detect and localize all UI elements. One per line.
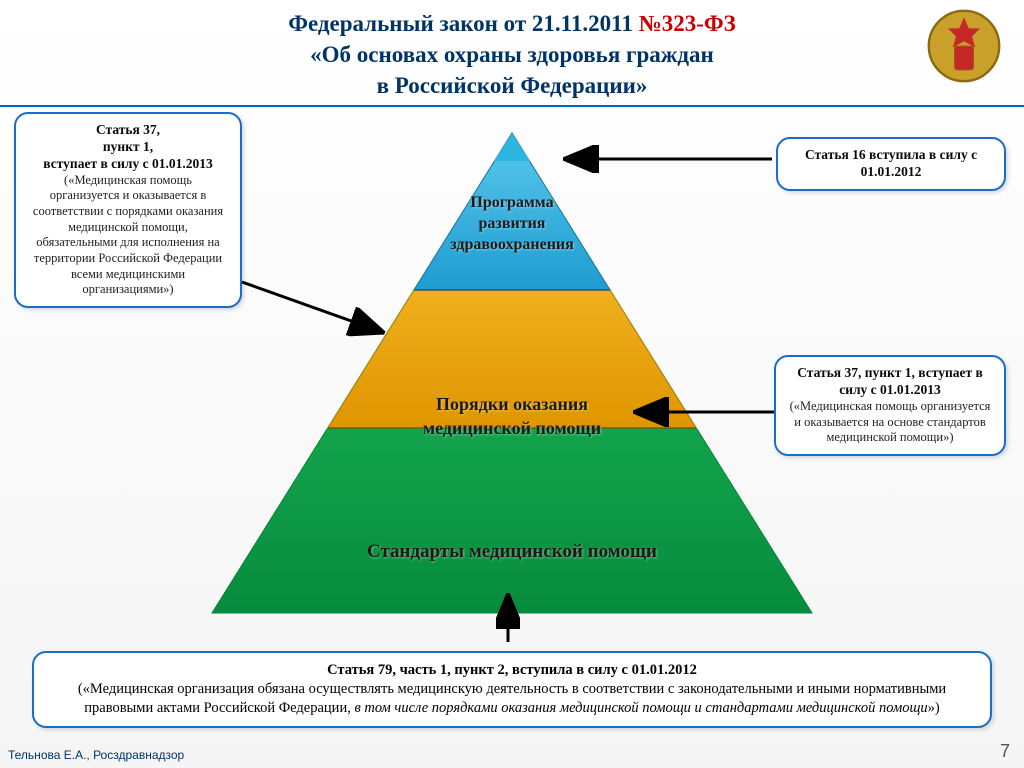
credit: Тельнова Е.А., Росздравнадзор (8, 748, 184, 762)
pyramid-label-bot: Стандарты медицинской помощи (202, 541, 822, 563)
callout-c3-bold: Статья 37, пункт 1, вступает в силу с 01… (788, 365, 992, 399)
callout-c1-small: («Медицинская помощь организуется и оказ… (28, 173, 228, 298)
callout-c1-bold: Статья 37, пункт 1, вступает в силу с 01… (28, 122, 228, 173)
arrow-c3-to-mid (630, 397, 780, 427)
callout-c2-bold: Статья 16 вступила в силу с 01.01.2012 (790, 147, 992, 181)
arrow-c2-to-top (560, 145, 776, 173)
footer-ital: в том числе порядками оказания медицинск… (354, 700, 927, 716)
callout-c3-small: («Медицинская помощь организуется и оказ… (788, 399, 992, 446)
pyramid-label-top: Программа развития здравоохранения (202, 193, 822, 255)
title-line2: «Об основах охраны здоровья граждан (310, 42, 714, 67)
title-line1-pre: Федеральный закон от 21.11.2011 (288, 11, 638, 36)
title-line3: в Российской Федерации» (377, 73, 648, 98)
emblem-icon (924, 6, 1004, 86)
callout-article37-left: Статья 37, пункт 1, вступает в силу с 01… (14, 112, 242, 308)
footer-bold: Статья 79, часть 1, пункт 2, вступила в … (327, 662, 697, 678)
pyramid: Программа развития здравоохранения Поряд… (202, 123, 822, 623)
footer-end: ») (928, 700, 940, 716)
page-title: Федеральный закон от 21.11.2011 №323-ФЗ … (20, 8, 1004, 101)
arrow-c1-to-mid (240, 272, 400, 342)
title-line1-red: №323-ФЗ (639, 11, 736, 36)
callout-article37-right: Статья 37, пункт 1, вступает в силу с 01… (774, 355, 1006, 456)
arrow-footer-to-bot (496, 592, 520, 644)
page-number: 7 (1000, 741, 1010, 762)
footer-callout: Статья 79, часть 1, пункт 2, вступила в … (32, 651, 992, 728)
callout-article16: Статья 16 вступила в силу с 01.01.2012 (776, 137, 1006, 191)
main-diagram: Программа развития здравоохранения Поряд… (0, 107, 1024, 667)
header: Федеральный закон от 21.11.2011 №323-ФЗ … (0, 0, 1024, 107)
